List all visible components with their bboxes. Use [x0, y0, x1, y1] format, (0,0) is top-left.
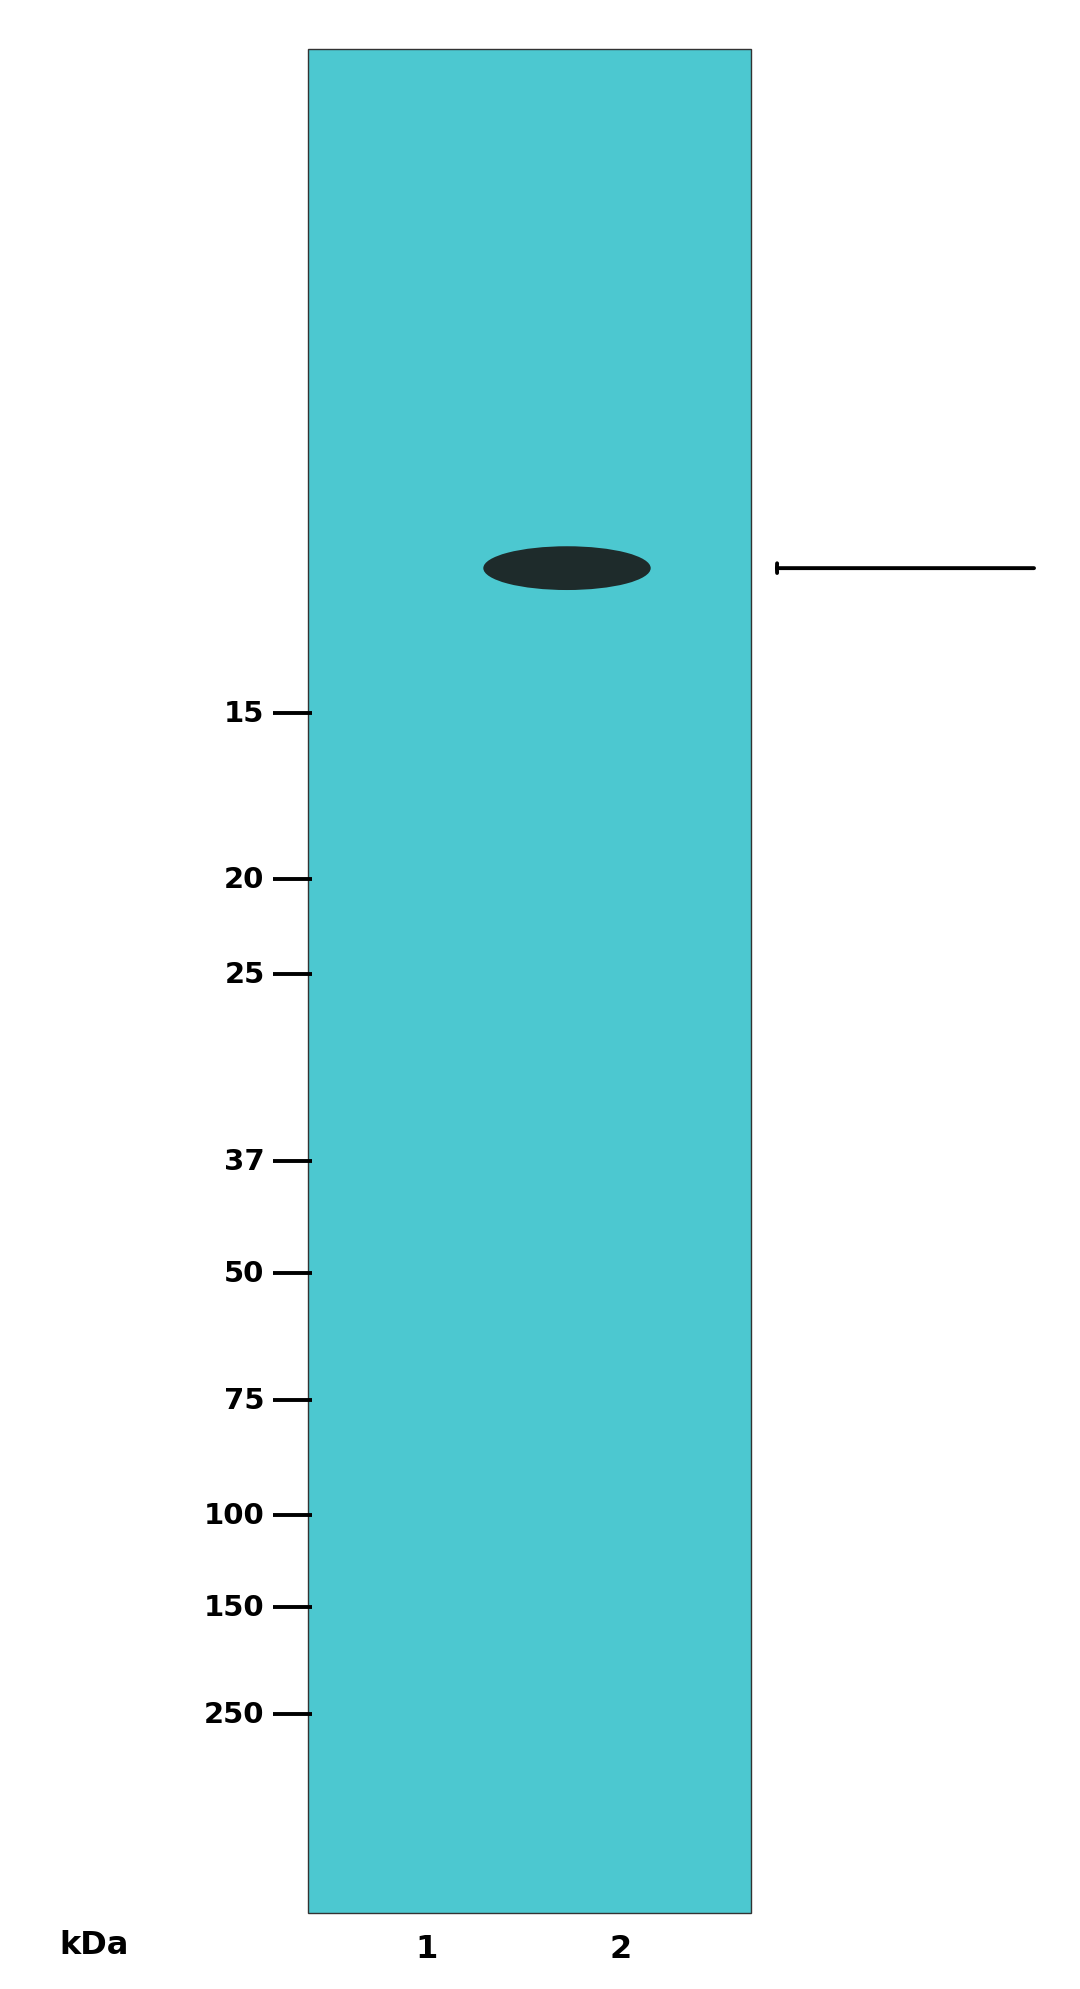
Bar [308, 50, 751, 1913]
Text: kDa: kDa [59, 1929, 129, 1961]
Text: 25: 25 [225, 961, 265, 989]
Text: 250: 250 [204, 1701, 265, 1728]
Text: 100: 100 [204, 1502, 265, 1530]
Text: 1: 1 [416, 1933, 437, 1965]
Text: 75: 75 [225, 1386, 265, 1414]
Text: 15: 15 [225, 700, 265, 728]
Text: 20: 20 [225, 865, 265, 893]
Text: 150: 150 [204, 1593, 265, 1621]
Text: 50: 50 [225, 1259, 265, 1287]
Text: 37: 37 [224, 1148, 265, 1175]
Text: 2: 2 [610, 1933, 632, 1965]
Ellipse shape [483, 547, 650, 591]
